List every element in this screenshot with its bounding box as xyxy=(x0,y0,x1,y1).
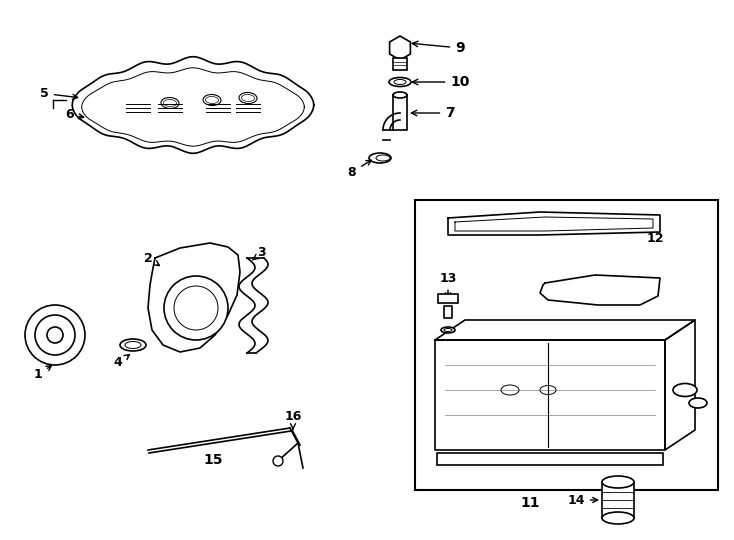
Ellipse shape xyxy=(444,328,452,332)
Circle shape xyxy=(47,327,63,343)
Bar xyxy=(393,95,407,130)
Bar xyxy=(393,58,407,70)
Bar xyxy=(602,483,634,518)
Ellipse shape xyxy=(673,383,697,396)
Polygon shape xyxy=(435,320,695,340)
Circle shape xyxy=(273,456,283,466)
Ellipse shape xyxy=(602,512,634,524)
Polygon shape xyxy=(540,275,660,305)
Ellipse shape xyxy=(389,78,411,86)
Circle shape xyxy=(25,305,85,365)
Bar xyxy=(444,306,452,318)
Text: 3: 3 xyxy=(252,246,266,260)
Text: 5: 5 xyxy=(40,87,78,100)
Text: 13: 13 xyxy=(440,272,457,298)
Ellipse shape xyxy=(125,341,141,348)
Text: 15: 15 xyxy=(203,453,222,467)
Text: 10: 10 xyxy=(413,75,470,89)
Polygon shape xyxy=(72,57,313,153)
Polygon shape xyxy=(148,243,240,352)
Circle shape xyxy=(164,276,228,340)
Bar xyxy=(415,200,718,490)
Text: 14: 14 xyxy=(567,494,597,507)
Text: 8: 8 xyxy=(348,160,371,179)
Text: 16: 16 xyxy=(284,409,302,429)
Text: 6: 6 xyxy=(65,108,84,121)
Polygon shape xyxy=(665,320,695,450)
Ellipse shape xyxy=(441,327,455,333)
Text: 9: 9 xyxy=(413,41,465,55)
Text: 1: 1 xyxy=(34,366,51,381)
Ellipse shape xyxy=(369,153,391,163)
Bar xyxy=(438,294,458,303)
Ellipse shape xyxy=(120,339,146,351)
Circle shape xyxy=(174,286,218,330)
Text: 11: 11 xyxy=(520,496,539,510)
Text: 4: 4 xyxy=(114,355,129,369)
Polygon shape xyxy=(390,36,410,60)
Text: 12: 12 xyxy=(624,218,664,245)
Ellipse shape xyxy=(393,92,407,98)
Polygon shape xyxy=(435,340,665,450)
Ellipse shape xyxy=(376,155,390,161)
Bar xyxy=(437,453,663,465)
Ellipse shape xyxy=(689,398,707,408)
Text: 7: 7 xyxy=(411,106,455,120)
Circle shape xyxy=(35,315,75,355)
Ellipse shape xyxy=(602,476,634,488)
Text: 2: 2 xyxy=(144,252,159,266)
Ellipse shape xyxy=(394,79,406,84)
Polygon shape xyxy=(448,212,660,235)
